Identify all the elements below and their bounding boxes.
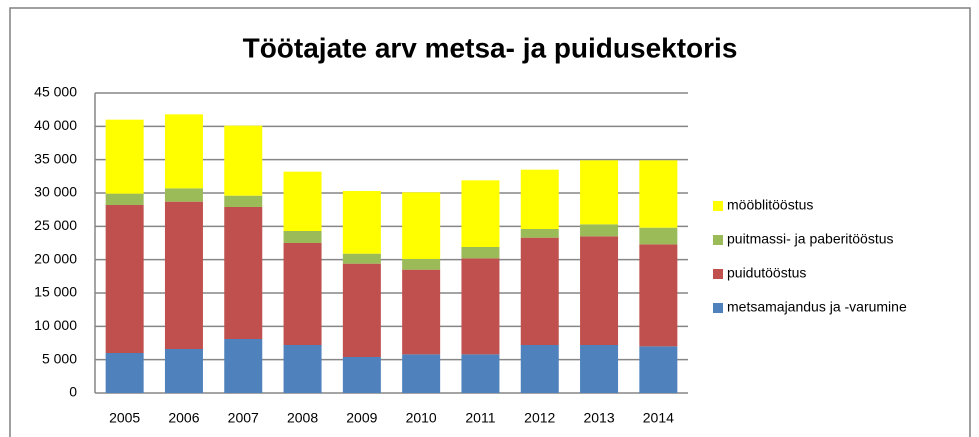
bar-segment (639, 160, 678, 228)
bar-segment (164, 349, 203, 393)
y-tick-label: 15 000 (34, 284, 77, 300)
bar-segment (402, 269, 441, 355)
x-tick-label: 2005 (109, 410, 140, 426)
bar-segment (283, 243, 322, 345)
bar-segment (105, 353, 144, 393)
legend-label: mööblitööstus (727, 197, 813, 213)
legend-swatch (713, 303, 723, 313)
bar-segment (520, 345, 559, 393)
legend-label: puidutööstus (727, 265, 806, 281)
bar-segment (580, 224, 619, 237)
bar-segment (342, 191, 381, 254)
bar-segment (461, 258, 500, 355)
bar-segment (461, 354, 500, 393)
bar-segment (402, 354, 441, 393)
bar-segment (164, 188, 203, 202)
legend-swatch (713, 269, 723, 279)
x-tick-label: 2007 (228, 410, 259, 426)
y-tick-label: 25 000 (34, 217, 77, 233)
bar-segment (580, 236, 619, 345)
bar-segment (224, 125, 263, 196)
bar-segment (639, 227, 678, 245)
bar-segment (283, 345, 322, 393)
bar-segment (342, 263, 381, 357)
bar-segment (402, 192, 441, 259)
y-tick-label: 35 000 (34, 150, 77, 166)
bar-segment (283, 231, 322, 243)
bar-segment (580, 345, 619, 393)
y-tick-label: 30 000 (34, 184, 77, 200)
x-tick-label: 2014 (643, 410, 674, 426)
legend-swatch (713, 201, 723, 211)
bar-segment (639, 346, 678, 393)
bar-segment (224, 195, 263, 207)
legend-label: puitmassi- ja paberitööstus (727, 231, 894, 247)
bar-segment (283, 171, 322, 231)
bar-segment (105, 193, 144, 205)
x-tick-label: 2006 (168, 410, 199, 426)
y-tick-label: 10 000 (34, 317, 77, 333)
bar-segment (580, 160, 619, 225)
x-tick-label: 2009 (346, 410, 377, 426)
bar-segment (520, 169, 559, 229)
legend-swatch (713, 235, 723, 245)
x-tick-label: 2013 (583, 410, 614, 426)
y-tick-label: 5 000 (42, 350, 77, 366)
bar-segment (461, 180, 500, 247)
legend-label: metsamajandus ja -varumine (727, 299, 907, 315)
bar-segment (164, 114, 203, 189)
bar-segment (164, 201, 203, 349)
bar-segment (105, 119, 144, 194)
y-tick-label: 45 000 (34, 84, 77, 100)
bar-segment (520, 237, 559, 345)
chart-title: Töötajate arv metsa- ja puidusektoris (243, 32, 738, 63)
y-tick-label: 20 000 (34, 250, 77, 266)
bar-segment (461, 247, 500, 259)
bar-segment (342, 253, 381, 264)
y-tick-label: 0 (69, 384, 77, 400)
y-tick-label: 40 000 (34, 117, 77, 133)
bar-segment (520, 229, 559, 238)
bar-segment (105, 205, 144, 353)
bar-segment (639, 244, 678, 347)
bar-segment (342, 357, 381, 393)
bar-segment (224, 339, 263, 393)
x-tick-label: 2008 (287, 410, 318, 426)
bar-segment (402, 259, 441, 270)
x-tick-label: 2011 (465, 410, 495, 426)
x-tick-label: 2012 (524, 410, 555, 426)
bar-segment (224, 207, 263, 339)
x-tick-label: 2010 (406, 410, 437, 426)
